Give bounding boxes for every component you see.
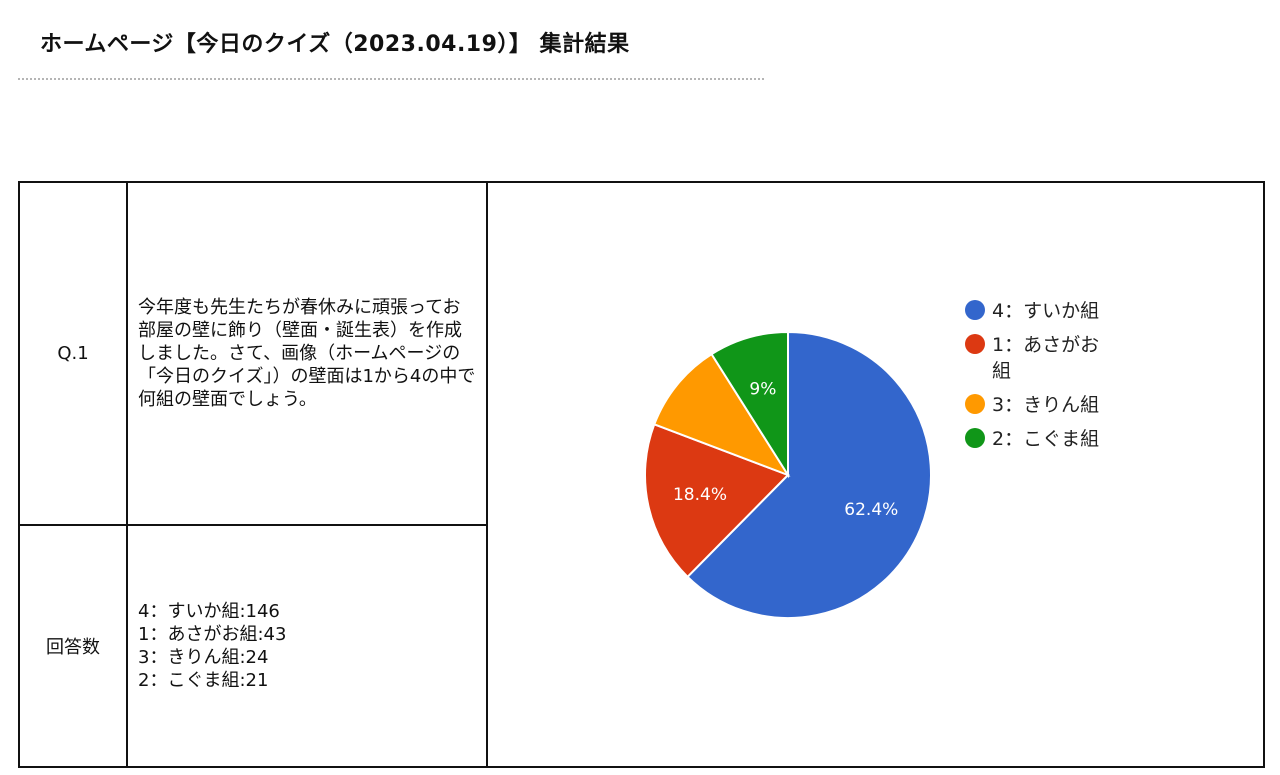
question-number-cell: Q.1: [18, 181, 128, 526]
legend-label: 1：あさがお組: [992, 334, 1099, 382]
pie-chart: 62.4% 18.4% 9% 4：すいか組 1：あさがお組 3：きりん組 2：こぐま組: [644, 300, 1099, 619]
answers-cell: 4：すいか組:146 1：あさがお組:43 3：きりん組:24 2：こぐま組:2…: [126, 524, 488, 768]
pie-slice: [710, 330, 789, 479]
legend-label: 3：きりん組: [992, 394, 1099, 416]
chart-area: 62.4% 18.4% 9% 4：すいか組 1：あさがお組 3：きりん組 2：こぐま組: [488, 183, 1261, 764]
page-title: ホームページ【今日のクイズ（2023.04.19）】 集計結果: [40, 32, 630, 57]
question-row: Q.1 今年度も先生たちが春休みに頑張ってお部屋の壁に飾り（壁面・誕生表）を作成…: [18, 181, 1265, 768]
pie-slice: [686, 330, 932, 619]
answers-header: 回答数: [46, 637, 100, 658]
answer-line: 2：こぐま組:21: [138, 670, 269, 691]
legend-label: 4：すいか組: [992, 300, 1099, 322]
answers-header-cell: 回答数: [18, 524, 128, 768]
pie-slice-label: 9%: [749, 380, 776, 400]
legend-marker: [965, 334, 985, 354]
legend-marker: [965, 300, 985, 320]
question-text-cell: 今年度も先生たちが春休みに頑張ってお部屋の壁に飾り（壁面・誕生表）を作成しました…: [126, 181, 488, 526]
title-divider: [18, 78, 764, 80]
answer-line: 3：きりん組:24: [138, 647, 269, 668]
answer-line: 4：すいか組:146: [138, 601, 280, 622]
chart-cell: 62.4% 18.4% 9% 4：すいか組 1：あさがお組 3：きりん組 2：こぐま組: [486, 181, 1265, 768]
pie-slice-label: 18.4%: [673, 485, 727, 505]
legend-marker: [965, 428, 985, 448]
question-number: Q.1: [57, 343, 89, 364]
results-table: Q.1 今年度も先生たちが春休みに頑張ってお部屋の壁に飾り（壁面・誕生表）を作成…: [18, 181, 1265, 768]
pie-slice: [653, 352, 791, 477]
question-text: 今年度も先生たちが春休みに頑張ってお部屋の壁に飾り（壁面・誕生表）を作成しました…: [138, 297, 476, 410]
answer-line: 1：あさがお組:43: [138, 624, 287, 645]
legend-marker: [965, 394, 985, 414]
answers-row: 回答数 4：すいか組:146 1：あさがお組:43 3：きりん組:24 2：こぐ…: [18, 524, 1264, 768]
legend-label: 2：こぐま組: [992, 428, 1099, 450]
pie-slice-label: 62.4%: [844, 500, 898, 520]
